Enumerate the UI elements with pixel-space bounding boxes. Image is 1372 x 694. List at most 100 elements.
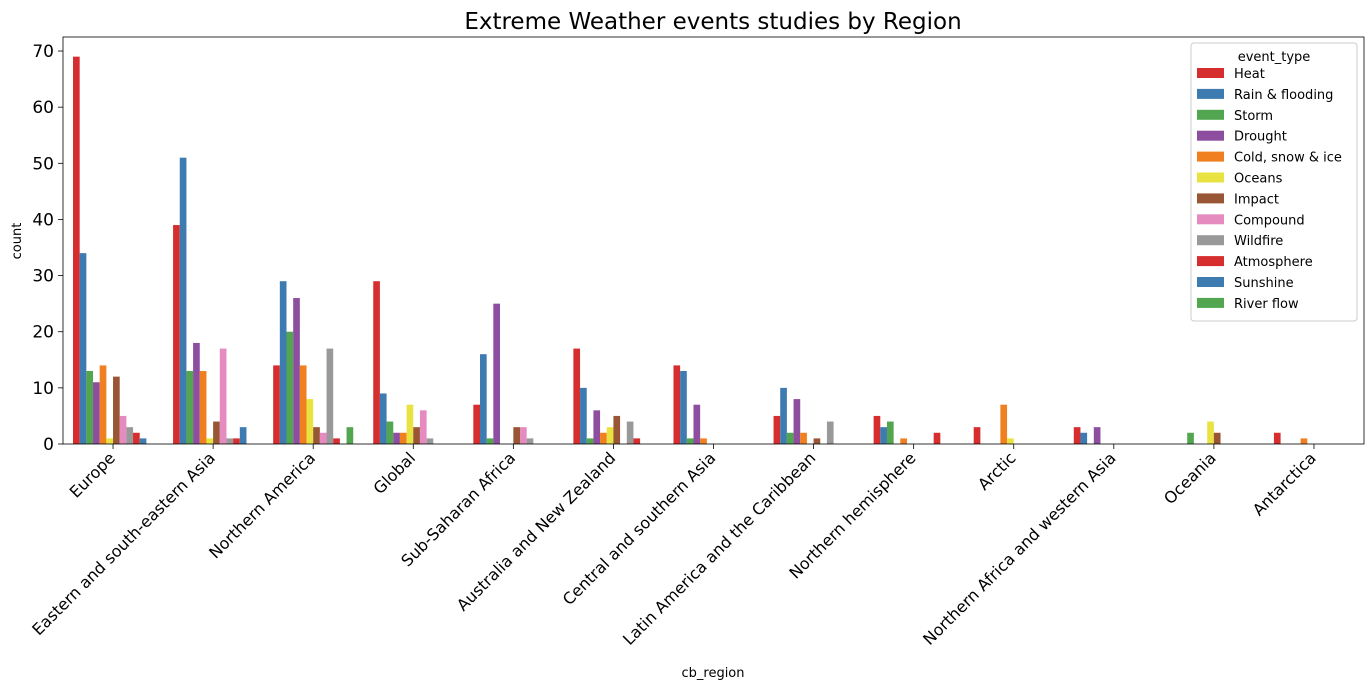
legend-item: Sunshine <box>1197 276 1294 291</box>
bar <box>93 382 100 444</box>
legend-label: Cold, snow & ice <box>1234 151 1342 166</box>
x-axis-label: cb_region <box>681 666 744 681</box>
bar <box>606 427 614 444</box>
bar <box>1273 432 1281 444</box>
legend-swatch <box>1197 297 1224 308</box>
plot-frame <box>62 36 1365 445</box>
legend-item: Heat <box>1197 67 1265 82</box>
bar <box>393 432 400 444</box>
bar <box>586 438 594 444</box>
bar <box>119 415 127 444</box>
bar <box>880 427 887 444</box>
bar <box>126 427 134 444</box>
bar <box>273 365 280 444</box>
x-tick-label: Antarctica <box>1249 448 1320 519</box>
bar <box>186 371 194 444</box>
bar <box>306 399 314 444</box>
bar <box>206 438 214 444</box>
legend-label: Compound <box>1234 213 1305 228</box>
bar <box>593 410 601 444</box>
bar <box>973 427 981 444</box>
bar <box>520 427 527 444</box>
bar <box>1000 404 1008 444</box>
bar <box>1007 438 1014 444</box>
legend-item: Rain & flooding <box>1197 88 1333 103</box>
x-tick-label: Australia and New Zealand <box>453 448 619 614</box>
series-cold-snow-ice <box>99 365 1308 444</box>
y-tick-label: 50 <box>32 154 54 174</box>
bar <box>73 56 80 445</box>
bar <box>226 438 234 444</box>
bar <box>780 387 787 444</box>
legend-swatch <box>1197 277 1224 287</box>
bar <box>406 404 414 444</box>
bar <box>413 427 420 444</box>
bar <box>1187 432 1194 444</box>
bar <box>106 438 114 444</box>
bar <box>673 365 681 444</box>
bar <box>900 438 907 444</box>
legend-label: Drought <box>1234 130 1287 145</box>
bar <box>313 427 320 444</box>
bar <box>1093 427 1101 444</box>
legend-label: River flow <box>1234 297 1299 312</box>
legend-box <box>1190 42 1358 322</box>
series-compound <box>119 348 527 444</box>
bar <box>513 427 521 444</box>
legend-item: Storm <box>1197 109 1273 124</box>
bar <box>326 348 334 444</box>
bar <box>600 432 607 444</box>
bar <box>293 298 300 444</box>
bar <box>173 225 180 444</box>
series-sunshine <box>139 427 247 444</box>
legend-swatch <box>1197 172 1224 183</box>
bar <box>700 438 707 444</box>
bar <box>133 432 140 444</box>
bar <box>199 371 207 444</box>
legend-label: Wildfire <box>1234 234 1283 249</box>
legend-label: Sunshine <box>1234 276 1294 291</box>
x-tick-label: Europe <box>66 448 119 501</box>
bar <box>219 348 227 444</box>
bar <box>486 438 494 444</box>
bar <box>213 421 220 444</box>
legend-swatch <box>1197 88 1224 99</box>
bar <box>346 427 354 444</box>
legend-swatch <box>1197 235 1224 246</box>
bar <box>693 404 701 444</box>
bar <box>399 432 407 444</box>
bar <box>299 365 307 444</box>
bar <box>773 415 781 444</box>
legend-swatch <box>1197 256 1224 267</box>
bar <box>139 438 147 444</box>
series-storm <box>86 331 1194 444</box>
legend: event_type Heat Rain & flooding Storm Drough… <box>1190 42 1358 322</box>
bar <box>933 432 941 444</box>
bar <box>800 432 807 444</box>
bar <box>1300 438 1308 444</box>
legend-swatch <box>1197 130 1224 141</box>
legend-item: Oceans <box>1197 172 1283 187</box>
series-heat <box>73 56 1281 445</box>
legend-label: Oceans <box>1234 172 1283 187</box>
legend-item: Compound <box>1197 213 1305 228</box>
bar <box>813 438 821 444</box>
bar <box>286 331 294 444</box>
x-tick-label: Arctic <box>974 448 1020 494</box>
legend-item: Atmosphere <box>1197 255 1313 270</box>
bar <box>179 157 187 444</box>
bar <box>193 342 200 444</box>
bar <box>239 427 247 444</box>
bar <box>1207 421 1214 444</box>
legend-swatch <box>1197 109 1224 120</box>
bar <box>1213 432 1221 444</box>
series-rain-flooding <box>79 157 1088 444</box>
x-tick-label: Northern Africa and western Asia <box>919 448 1119 648</box>
y-tick-label: 20 <box>32 323 54 343</box>
bar <box>793 399 801 444</box>
bar <box>626 421 634 444</box>
y-tick-label: 60 <box>32 98 54 118</box>
